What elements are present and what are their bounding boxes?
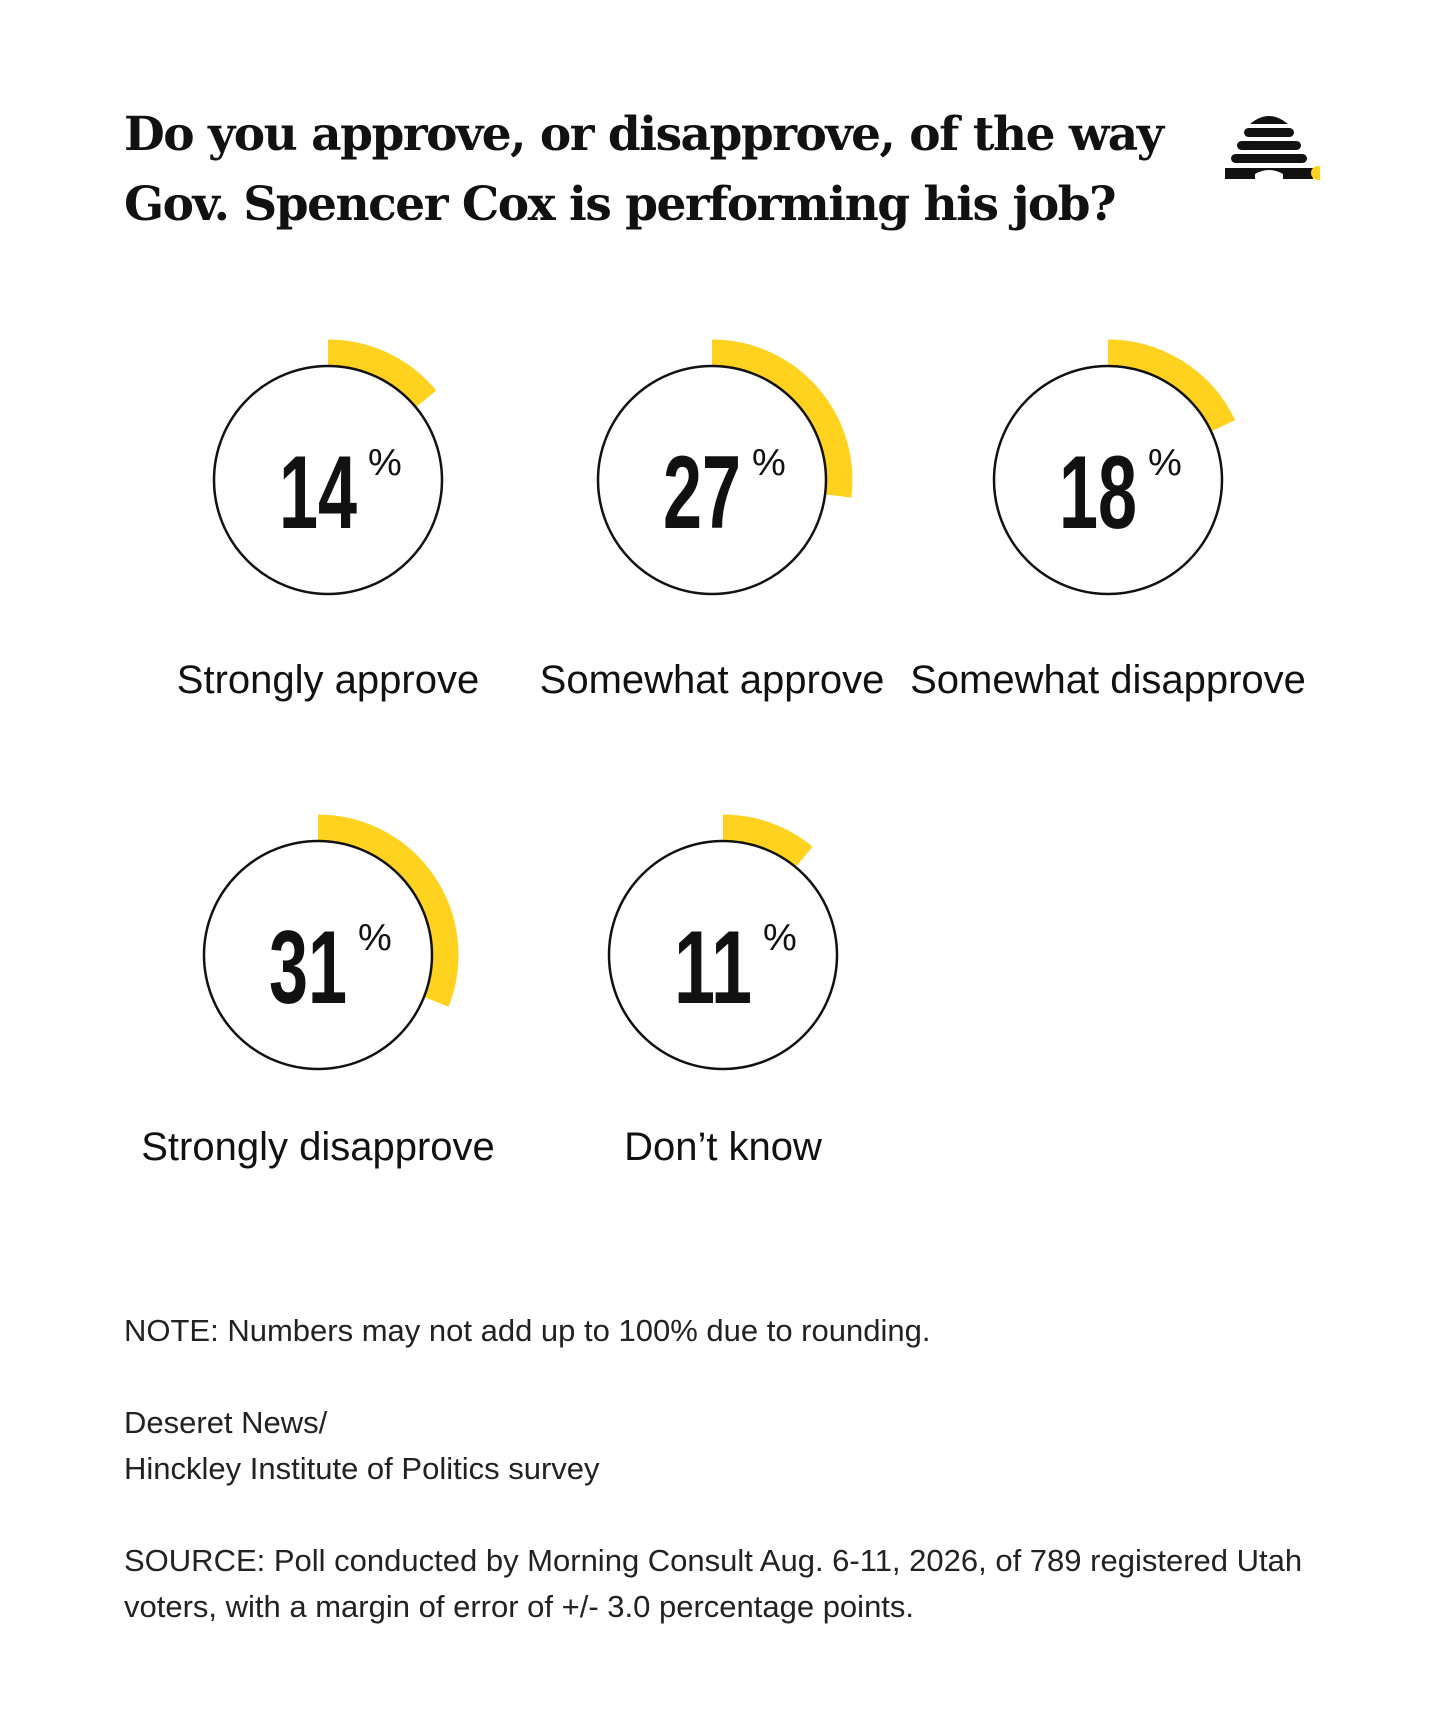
gauge-somewhat-approve: 27 % Somewhat approve: [540, 339, 885, 702]
gauge-arc-strongly-approve: [327, 339, 437, 408]
beehive-icon: [1225, 116, 1320, 180]
gauge-ring-somewhat-approve: [596, 364, 828, 596]
gauge-strongly-approve: 14 % Strongly approve: [177, 339, 479, 702]
gauge-percent-somewhat-disapprove: %: [1148, 442, 1182, 484]
credit-line-2: Hinckley Institute of Politics survey: [124, 1451, 600, 1486]
chart-title: Do you approve, or disapprove, of the wa…: [124, 107, 1164, 232]
gauge-value-strongly-approve: 14: [279, 435, 357, 551]
gauge-label-somewhat-disapprove: Somewhat disapprove: [910, 658, 1306, 702]
gauge-ring-strongly-approve: [212, 364, 444, 596]
gauge-arc-somewhat-disapprove: [1107, 339, 1236, 432]
gauge-percent-somewhat-approve: %: [752, 442, 786, 484]
gauge-label-somewhat-approve: Somewhat approve: [540, 658, 885, 702]
gauge-ring-somewhat-disapprove: [992, 364, 1224, 596]
gauge-percent-strongly-approve: %: [368, 442, 402, 484]
gauge-label-strongly-approve: Strongly approve: [177, 658, 479, 702]
gauge-somewhat-disapprove: 18 % Somewhat disapprove: [910, 339, 1306, 702]
gauge-value-don-t-know: 11: [674, 910, 752, 1026]
credit-line-1: Deseret News/: [124, 1405, 328, 1440]
gauge-arc-somewhat-approve: [711, 339, 853, 498]
gauge-strongly-disapprove: 31 % Strongly disapprove: [141, 814, 495, 1169]
source-note: SOURCE: Poll conducted by Morning Consul…: [124, 1543, 1303, 1624]
credit: Deseret News/ Hinckley Institute of Poli…: [124, 1400, 600, 1492]
gauge-ring-don-t-know: [607, 839, 839, 1071]
gauge-ring-strongly-disapprove: [202, 839, 434, 1071]
gauge-value-somewhat-approve: 27: [663, 435, 741, 551]
gauge-percent-don-t-know: %: [763, 917, 797, 959]
gauge-chart: 14 % Strongly approve 27 % Somewhat approve 18…: [141, 339, 1306, 1169]
gauge-percent-strongly-disapprove: %: [358, 917, 392, 959]
gauge-label-strongly-disapprove: Strongly disapprove: [141, 1125, 495, 1169]
footnote: NOTE: Numbers may not add up to 100% due…: [124, 1313, 931, 1348]
gauge-value-somewhat-disapprove: 18: [1059, 435, 1137, 551]
gauge-arc-strongly-disapprove: [317, 814, 459, 1007]
gauge-arc-don-t-know: [722, 814, 813, 868]
gauge-don-t-know: 11 % Don’t know: [607, 814, 839, 1169]
gauge-label-don-t-know: Don’t know: [624, 1125, 822, 1169]
gauge-value-strongly-disapprove: 31: [269, 910, 347, 1026]
